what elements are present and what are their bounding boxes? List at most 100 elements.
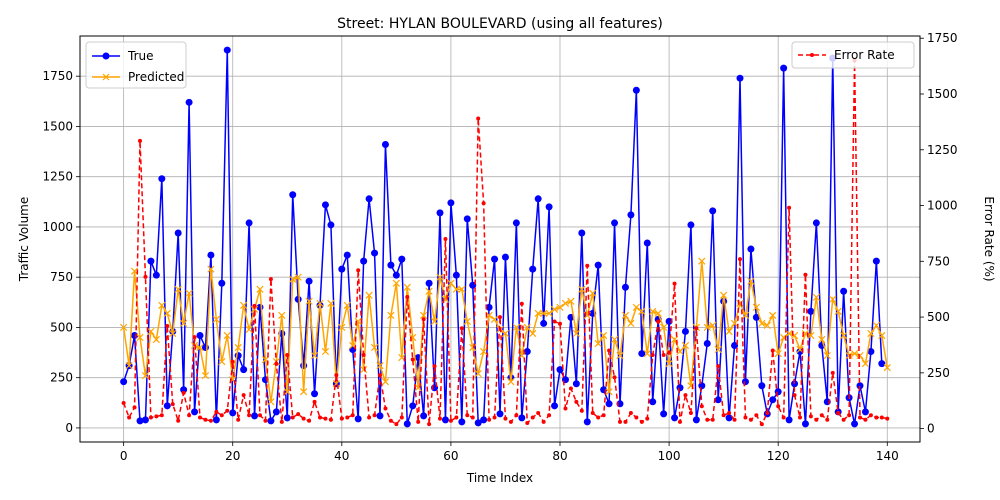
data-point: [138, 138, 142, 143]
data-point: [247, 413, 252, 418]
data-point: [191, 408, 199, 416]
data-point: [748, 417, 753, 422]
data-point-stroke: [436, 273, 444, 281]
data-point: [321, 201, 329, 209]
data-point-stroke: [501, 329, 510, 338]
data-point: [487, 417, 492, 422]
data-point: [649, 307, 657, 315]
legend-marker: [102, 52, 110, 60]
data-point: [356, 268, 361, 273]
data-point: [218, 357, 226, 366]
data-point: [878, 331, 886, 340]
data-point-stroke: [867, 329, 875, 338]
y2-axis-label: Error Rate (%): [982, 196, 996, 281]
data-point: [692, 416, 700, 424]
data-point: [432, 364, 437, 369]
data-point: [283, 414, 291, 422]
data-point: [470, 415, 475, 420]
data-point-stroke: [829, 295, 837, 303]
data-point: [378, 373, 382, 378]
data-point: [618, 419, 622, 424]
x-tick-label: 120: [767, 449, 790, 463]
data-point: [579, 408, 584, 413]
y2-tick-label: 1500: [927, 87, 958, 101]
data-point-stroke: [120, 323, 128, 332]
data-point: [498, 315, 502, 320]
data-point: [289, 275, 297, 283]
data-point: [858, 415, 862, 420]
data-point: [727, 411, 732, 415]
data-point: [245, 219, 253, 227]
data-point: [120, 323, 128, 332]
data-point: [572, 329, 580, 338]
data-point: [438, 416, 442, 421]
data-point-stroke: [480, 347, 488, 356]
data-point: [610, 335, 619, 344]
data-point: [403, 420, 411, 428]
data-point: [840, 331, 848, 340]
data-point: [732, 417, 737, 422]
data-point: [861, 359, 870, 368]
data-point-stroke: [469, 343, 477, 352]
data-point: [550, 305, 559, 313]
data-point-stroke: [152, 335, 160, 344]
data-point-stroke: [512, 323, 520, 332]
data-point: [714, 345, 722, 354]
data-point-stroke: [550, 305, 559, 313]
data-point-stroke: [490, 315, 499, 324]
data-point: [863, 417, 868, 422]
data-point: [258, 413, 262, 418]
y-axis-ticks: 0 250 500 750 1000 1250 1500 1750: [42, 69, 80, 435]
data-point: [447, 199, 455, 207]
plot-area: [120, 46, 891, 428]
data-point: [300, 388, 308, 396]
data-point: [583, 418, 591, 426]
data-point: [752, 303, 760, 311]
data-point: [627, 319, 635, 328]
data-point: [572, 380, 580, 388]
data-point: [551, 402, 559, 410]
data-point: [769, 396, 777, 404]
data-point: [334, 373, 339, 378]
data-point: [879, 415, 884, 420]
data-point: [416, 419, 421, 424]
data-point: [872, 321, 880, 330]
data-point: [321, 347, 330, 356]
data-point-stroke: [845, 351, 853, 360]
data-point: [709, 207, 717, 215]
data-point: [430, 317, 439, 326]
data-point: [240, 366, 248, 374]
data-point: [801, 420, 809, 428]
data-point: [383, 406, 388, 411]
data-point: [223, 46, 231, 54]
data-point: [252, 303, 257, 308]
data-point-stroke: [523, 323, 531, 332]
y-tick-label: 1750: [42, 69, 73, 83]
data-point-stroke: [878, 331, 886, 340]
data-point: [545, 203, 553, 211]
data-point: [671, 414, 679, 422]
data-point: [305, 277, 313, 285]
data-point: [207, 251, 215, 259]
data-point-stroke: [605, 388, 613, 396]
data-point: [687, 221, 695, 229]
data-point: [787, 205, 792, 210]
y2-tick-label: 500: [927, 310, 950, 324]
data-point: [136, 417, 144, 425]
data-point: [491, 255, 499, 263]
data-point-stroke: [643, 349, 651, 358]
data-point: [503, 416, 508, 421]
data-point: [283, 388, 291, 396]
data-point: [398, 255, 406, 263]
data-point: [278, 311, 286, 320]
data-point: [454, 415, 459, 420]
data-point-stroke: [730, 319, 739, 328]
data-point-stroke: [610, 335, 619, 344]
data-point-stroke: [687, 382, 695, 390]
data-point: [409, 402, 417, 410]
data-point: [361, 353, 366, 357]
data-point: [665, 359, 673, 368]
data-point: [841, 417, 846, 422]
data-point: [649, 398, 657, 406]
data-point: [705, 417, 710, 422]
